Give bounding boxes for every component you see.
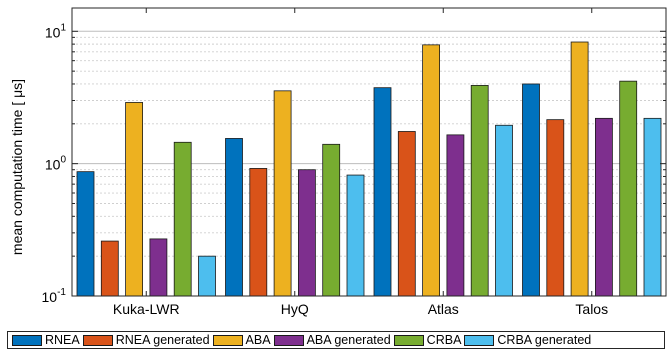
legend-item-aba: ABA — [212, 333, 271, 347]
bar-aba-atlas — [422, 44, 441, 297]
x-tick-label: Talos — [575, 301, 608, 317]
bar-crba-generated-kuka-lwr — [198, 255, 216, 297]
legend-swatch — [12, 334, 42, 346]
bar-rnea-generated-kuka-lwr — [100, 240, 119, 297]
bar-crba-kuka-lwr — [173, 141, 192, 297]
legend-swatch — [212, 334, 243, 346]
bar-crba-talos — [619, 80, 638, 297]
grid-lines — [72, 30, 666, 297]
bar-aba-generated-atlas — [446, 134, 465, 297]
bar-rnea-atlas — [373, 87, 392, 297]
tick-labels: Kuka-LWR HyQ Atlas Talos 10-1 100 101 — [42, 22, 609, 317]
bar-rnea-generated-talos — [546, 119, 565, 297]
bar-rnea-hyq — [225, 138, 243, 297]
x-tick-label: HyQ — [281, 301, 309, 317]
bar-crba-atlas — [470, 85, 489, 297]
y-tick-label: 100 — [45, 155, 67, 173]
bar-crba-generated-hyq — [346, 174, 365, 297]
y-tick-label: 101 — [45, 22, 67, 40]
plot-frame — [71, 7, 667, 297]
bar-aba-generated-kuka-lwr — [149, 238, 168, 297]
legend-item-crba: CRBA — [393, 333, 462, 347]
bar-aba-hyq — [273, 90, 292, 297]
legend-swatch — [393, 334, 424, 346]
bar-aba-generated-hyq — [297, 169, 316, 297]
bar-aba-talos — [570, 41, 589, 297]
x-tick-label: Kuka-LWR — [113, 301, 180, 317]
legend-label: RNEA — [45, 333, 80, 347]
bar-crba-hyq — [322, 143, 341, 297]
legend: RNEA RNEA generated ABA ABA generated CRBA CR… — [7, 331, 665, 349]
legend-item-rnea-generated: RNEA generated — [82, 333, 210, 347]
bar-aba-generated-talos — [595, 117, 613, 297]
y-tick-label: 10-1 — [42, 287, 67, 305]
legend-item-rnea: RNEA — [12, 333, 80, 347]
legend-swatch — [273, 334, 304, 346]
legend-item-crba-generated: CRBA generated — [464, 333, 591, 347]
x-tick-label: Atlas — [428, 301, 459, 317]
bars — [76, 41, 662, 297]
y-axis-label: mean computation time [ μs] — [9, 79, 25, 255]
legend-swatch — [82, 334, 113, 346]
legend-item-aba-generated: ABA generated — [273, 333, 391, 347]
bar-rnea-talos — [522, 83, 540, 297]
legend-label: ABA — [245, 333, 271, 347]
legend-label: ABA generated — [306, 333, 391, 347]
legend-label: CRBA — [426, 333, 462, 347]
legend-swatch — [464, 334, 495, 346]
axes — [71, 7, 667, 297]
bar-rnea-kuka-lwr — [76, 171, 95, 297]
bar-aba-kuka-lwr — [125, 102, 143, 297]
bar-rnea-generated-hyq — [249, 168, 268, 297]
legend-label: CRBA generated — [497, 333, 592, 347]
legend-label: RNEA generated — [115, 333, 210, 347]
bar-crba-generated-atlas — [495, 124, 513, 297]
bar-crba-generated-talos — [643, 117, 662, 297]
bar-rnea-generated-atlas — [397, 131, 416, 297]
